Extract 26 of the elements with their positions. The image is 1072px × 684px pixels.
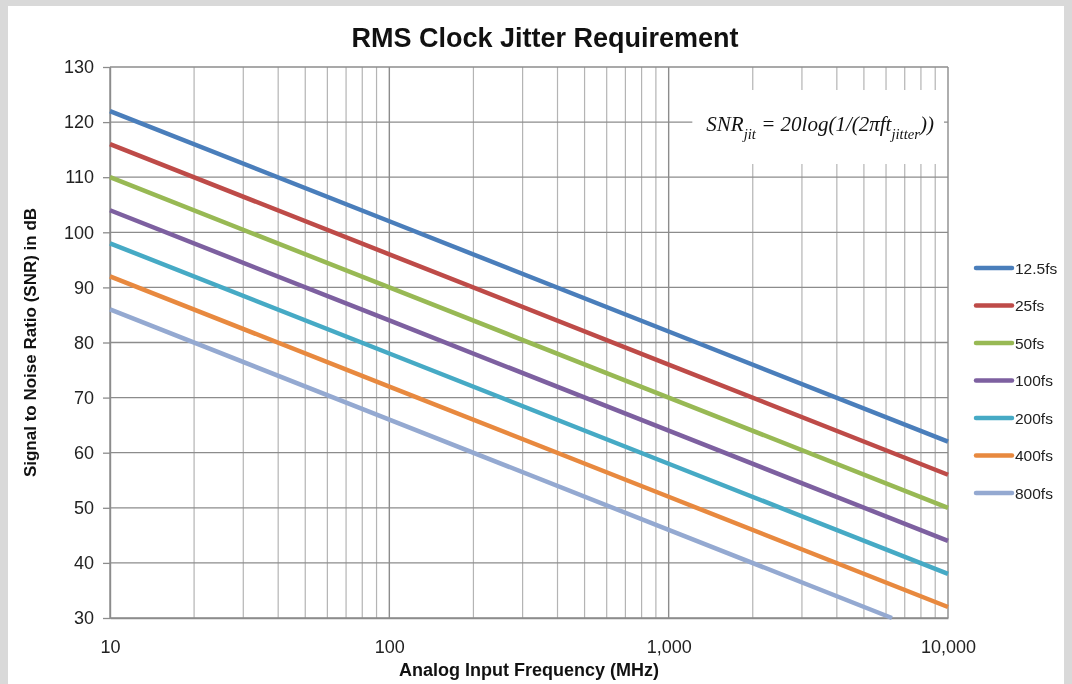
y-tick-label: 120 [63,112,94,133]
legend-label: 200fs [1015,409,1054,427]
chart-title: RMS Clock Jitter Requirement [351,23,739,53]
annotation: SNR$_{jit}$ = 20log(1/(2πft$_{jitter}$)) [706,112,934,142]
y-tick-label: 50 [73,498,94,519]
legend-label: 100fs [1015,372,1054,389]
y-tick-label: 100 [63,222,94,243]
y-tick-label: 60 [73,442,94,463]
y-tick-label: 90 [73,277,94,298]
legend-label: 50fs [1015,334,1045,352]
y-tick-label: 80 [73,332,94,353]
legend-label: 400fs [1015,447,1054,464]
x-tick-label: 10 [100,636,121,657]
y-tick-label: 110 [65,167,94,188]
x-tick-label: 100 [374,636,405,657]
x-tick-label: 10,000 [920,636,977,657]
y-tick-label: 40 [73,553,94,574]
x-tick-label: 1,000 [646,636,692,657]
y-tick-label: 30 [73,608,94,629]
legend-label: 25fs [1015,297,1045,314]
y-tick-label: 70 [73,387,94,408]
x-axis-title: Analog Input Frequency (MHz) [399,660,659,680]
y-tick-label: 130 [63,57,94,78]
legend-label: 800fs [1015,484,1054,502]
y-axis-title: Signal to Noise Ratio (SNR) in dB [21,207,40,478]
legend-label: 12.5fs [1015,259,1058,277]
